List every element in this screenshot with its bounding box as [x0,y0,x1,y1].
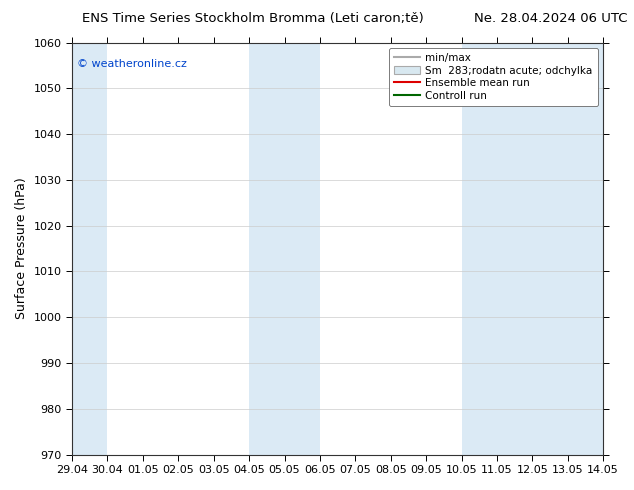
Bar [462,43,533,455]
Bar [533,43,603,455]
Text: ENS Time Series Stockholm Bromma (Leti caron;tě): ENS Time Series Stockholm Bromma (Leti c… [82,12,424,25]
Bar [249,43,320,455]
Legend: min/max, Sm  283;rodatn acute; odchylka, Ensemble mean run, Controll run: min/max, Sm 283;rodatn acute; odchylka, … [389,48,598,106]
Text: © weatheronline.cz: © weatheronline.cz [77,59,187,69]
Y-axis label: Surface Pressure (hPa): Surface Pressure (hPa) [15,178,28,319]
Text: Ne. 28.04.2024 06 UTC: Ne. 28.04.2024 06 UTC [474,12,628,25]
Bar [72,43,108,455]
